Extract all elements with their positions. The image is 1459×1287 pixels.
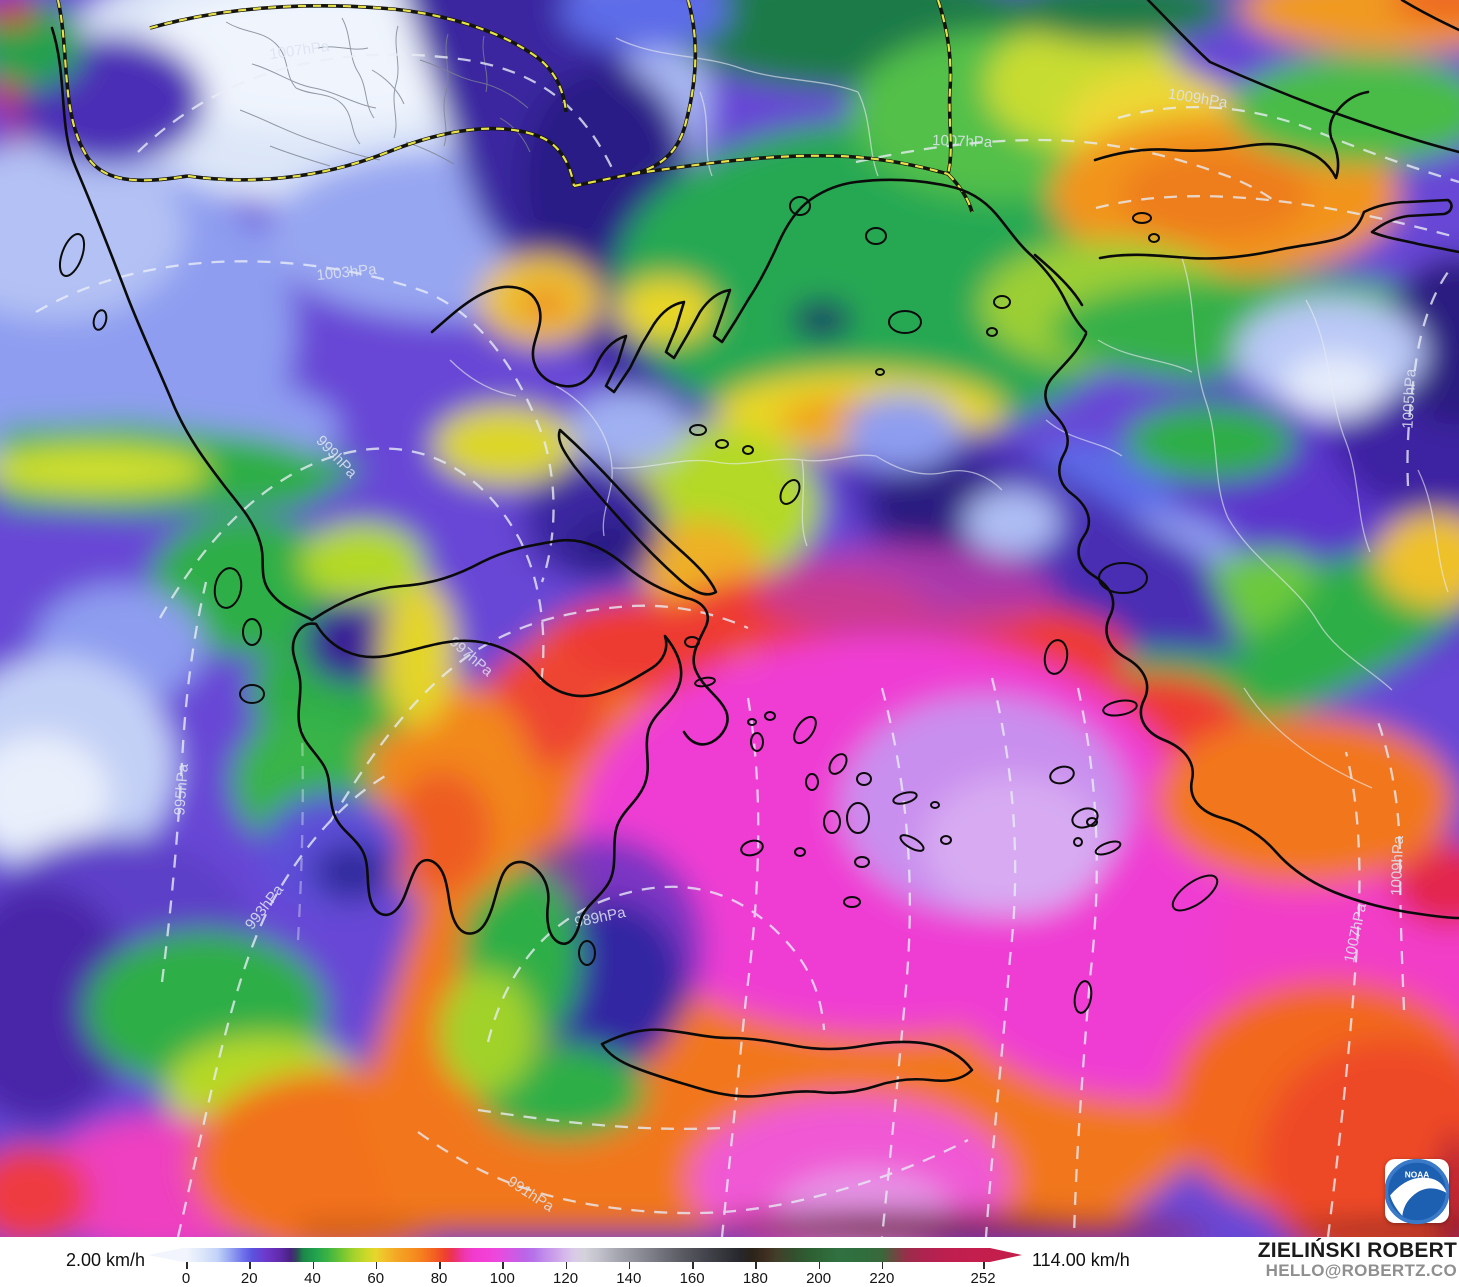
region-borders xyxy=(449,37,1449,789)
legend-bar: 2.00 km/h 114.00 km/h 0 20 40 60 80 100 120 140… xyxy=(0,1237,1459,1287)
legend-tick-label: 40 xyxy=(304,1270,321,1287)
wind-speed-field xyxy=(0,0,1459,1237)
legend-tick xyxy=(249,1262,251,1269)
legend-tick xyxy=(755,1262,757,1269)
legend-tick xyxy=(692,1262,694,1269)
legend-tick xyxy=(502,1262,504,1269)
admin-district-borders xyxy=(225,17,531,167)
legend-tick-label: 180 xyxy=(742,1270,768,1287)
legend-tick xyxy=(312,1262,315,1269)
legend-tick-label: 140 xyxy=(616,1270,642,1287)
legend-min-label: 2.00 km/h xyxy=(66,1250,146,1270)
map-canvas: 1007hPa 1003hPa 1007hPa 1009hPa 999hPa 997hPa… xyxy=(0,0,1459,1237)
credits: ZIELIŃSKI ROBERT HELLO@ROBERTZ.CO xyxy=(1258,1239,1457,1281)
isobar-label: 995hPa xyxy=(171,763,192,816)
legend-tick-label: 200 xyxy=(806,1270,832,1287)
islands xyxy=(58,196,1219,1014)
isobar-label: 1005hPa xyxy=(1399,368,1419,430)
isobar-label: 1009hPa xyxy=(1388,835,1407,896)
legend-tick-label: 160 xyxy=(679,1270,705,1287)
noaa-logo: NOAA xyxy=(1385,1158,1449,1224)
isobar-lines xyxy=(35,53,1459,1237)
legend-tick xyxy=(565,1262,568,1269)
legend-tick-label: 60 xyxy=(367,1270,385,1287)
country-borders xyxy=(56,0,974,213)
legend-tick xyxy=(628,1262,631,1269)
legend-tick xyxy=(375,1262,378,1269)
legend-tick-label: 100 xyxy=(489,1270,515,1287)
isobar-label: 1003hPa xyxy=(316,261,378,284)
credit-author: ZIELIŃSKI ROBERT xyxy=(1257,1239,1457,1262)
legend-tick-label: 0 xyxy=(181,1270,191,1287)
legend-tick-label: 220 xyxy=(869,1270,895,1287)
isobar-label: 1007hPa xyxy=(932,132,993,151)
legend-tick-label: 120 xyxy=(553,1270,579,1287)
legend-tick xyxy=(983,1262,985,1269)
legend-tick xyxy=(439,1262,441,1269)
legend-tick xyxy=(186,1262,188,1269)
legend-colorbar xyxy=(148,1248,1022,1262)
legend-tick-label: 20 xyxy=(240,1270,258,1287)
legend-max-label: 114.00 km/h xyxy=(1032,1250,1130,1270)
noaa-logo-emblem: NOAA xyxy=(1385,1158,1449,1224)
legend-tick xyxy=(881,1262,884,1269)
credit-email: HELLO@ROBERTZ.CO xyxy=(1265,1261,1457,1281)
noaa-logo-text: NOAA xyxy=(1405,1169,1429,1179)
legend-tick xyxy=(818,1262,821,1269)
legend-tick-label: 252 xyxy=(970,1270,996,1287)
coastlines xyxy=(50,0,1459,1098)
weather-map: 1007hPa1003hPa1007hPa1009hPa999hPa997hPa… xyxy=(0,0,1459,1237)
legend-tick-label: 80 xyxy=(430,1270,448,1287)
